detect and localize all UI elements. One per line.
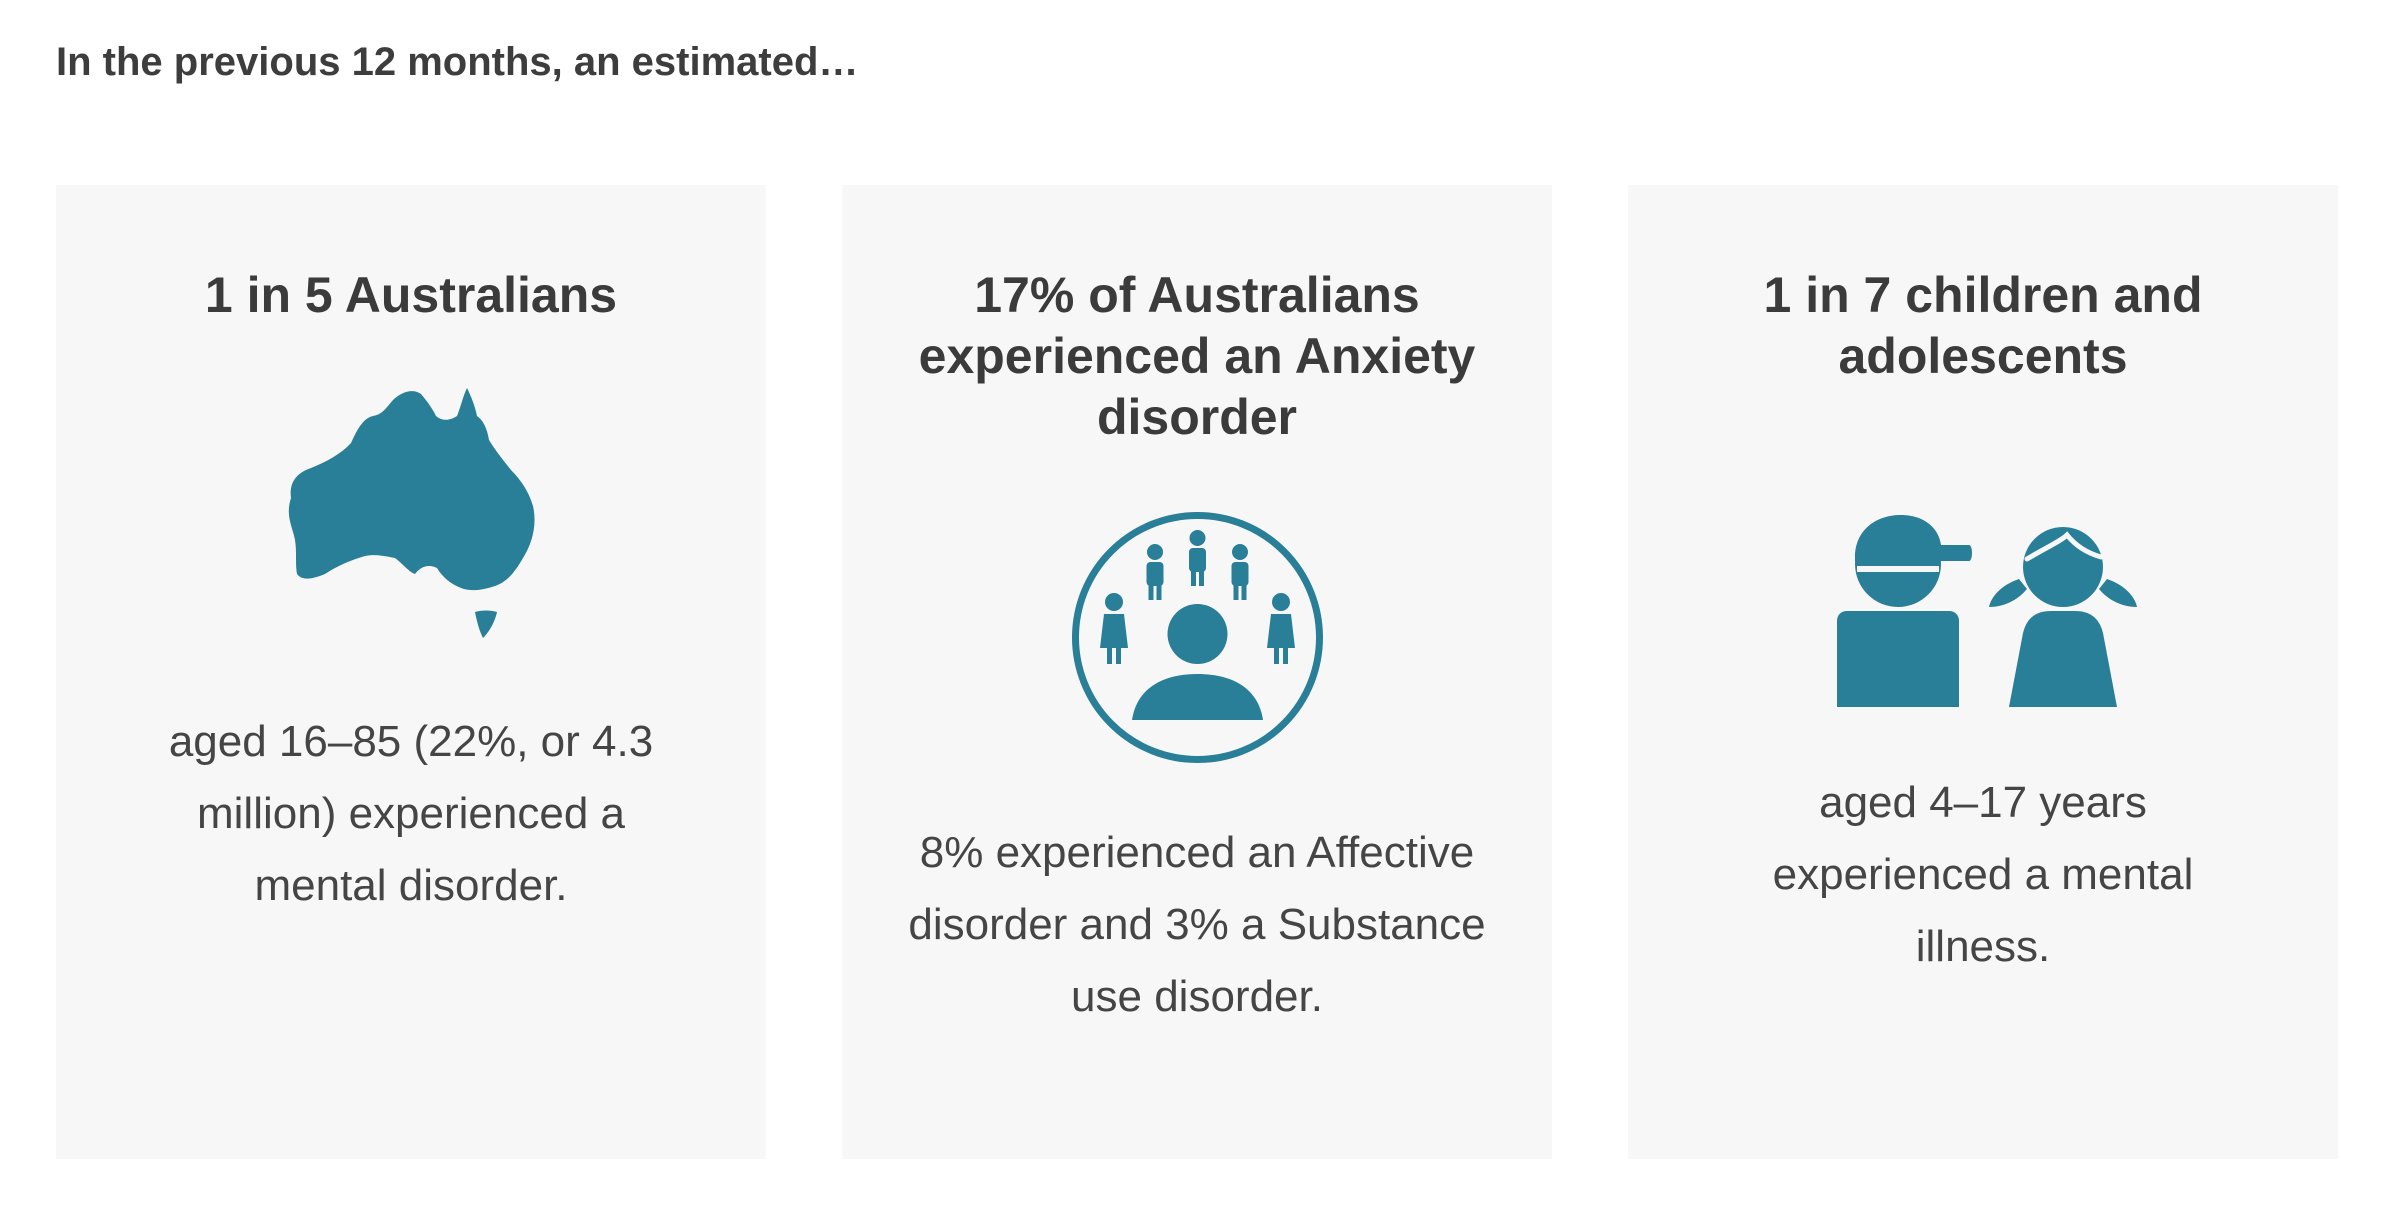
stat-card-description: 8% experienced an Affective disorder and… <box>908 828 1486 1021</box>
intro-heading: In the previous 12 months, an estimated… <box>56 40 859 84</box>
stat-card-description: aged 4–17 years experienced a mental ill… <box>1772 778 2194 971</box>
stats-cards: 1 in 5 Australians aged 16–85 (22%, or 4… <box>56 185 2338 1159</box>
children-icon <box>1823 509 2143 709</box>
stat-card-children: 1 in 7 children and adolescents <box>1628 185 2338 1159</box>
stat-card-title: 1 in 7 children and adolescents <box>1763 267 2203 384</box>
stat-card-title: 17% of Australians experienced an Anxiet… <box>918 267 1476 445</box>
stat-card-anxiety: 17% of Australians experienced an Anxiet… <box>842 185 1552 1159</box>
person-surrounded-by-people-icon <box>1070 510 1325 765</box>
stat-card-description: aged 16–85 (22%, or 4.3 million) experie… <box>168 717 654 910</box>
australia-map-icon <box>271 388 551 650</box>
stat-card-adults: 1 in 5 Australians aged 16–85 (22%, or 4… <box>56 185 766 1159</box>
stat-card-title: 1 in 5 Australians <box>204 267 618 323</box>
